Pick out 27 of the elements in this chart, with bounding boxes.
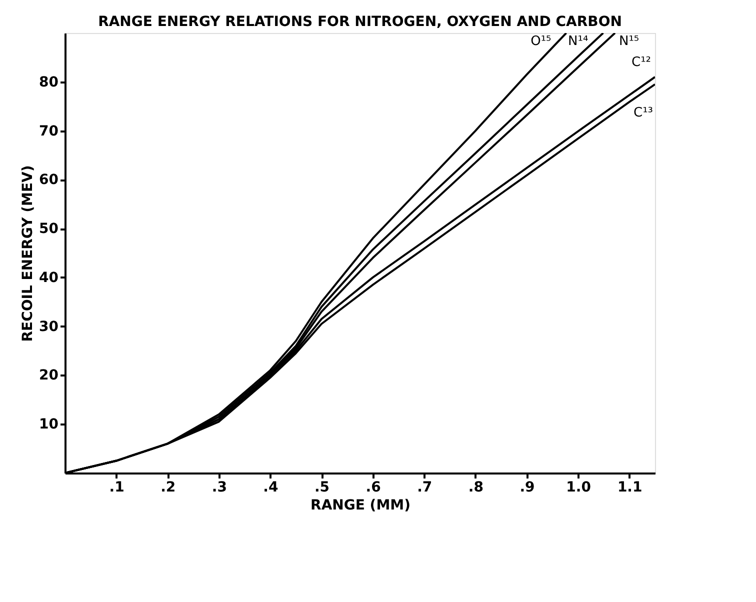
y-tick-label: 20 xyxy=(39,368,59,384)
x-tick-label: .4 xyxy=(263,480,279,496)
x-axis-title: RANGE (MM) xyxy=(310,498,410,514)
series-label: N¹⁴ xyxy=(568,34,588,49)
x-tick-label: .8 xyxy=(468,480,484,496)
y-tick-label: 10 xyxy=(39,416,59,433)
x-tick-label: .7 xyxy=(417,480,432,496)
x-tick-label: .3 xyxy=(212,480,227,496)
y-tick-label: 70 xyxy=(39,123,59,140)
y-axis-title: RECOIL ENERGY (MEV) xyxy=(20,165,36,342)
x-tick-label: .9 xyxy=(520,480,535,496)
y-tick-label: 80 xyxy=(39,74,59,90)
x-tick-label: .6 xyxy=(366,480,381,496)
x-tick-label: .1 xyxy=(109,480,124,496)
x-tick-label: 1.0 xyxy=(566,480,592,496)
y-tick-label: 60 xyxy=(39,172,59,188)
x-tick-label: 1.1 xyxy=(617,480,642,496)
y-tick-label: 40 xyxy=(39,270,59,286)
x-tick-label: .2 xyxy=(160,480,176,496)
y-tick-label: 30 xyxy=(39,318,59,335)
series-label: O¹⁵ xyxy=(530,34,552,49)
series-label: C¹³ xyxy=(634,105,653,120)
y-tick-label: 50 xyxy=(39,221,59,238)
chart-title: RANGE ENERGY RELATIONS FOR NITROGEN, OXYGEN AND CARBON xyxy=(98,14,622,30)
series-label: N¹⁵ xyxy=(618,34,640,49)
x-tick-label: .5 xyxy=(314,480,330,496)
series-label: C¹² xyxy=(632,55,651,70)
